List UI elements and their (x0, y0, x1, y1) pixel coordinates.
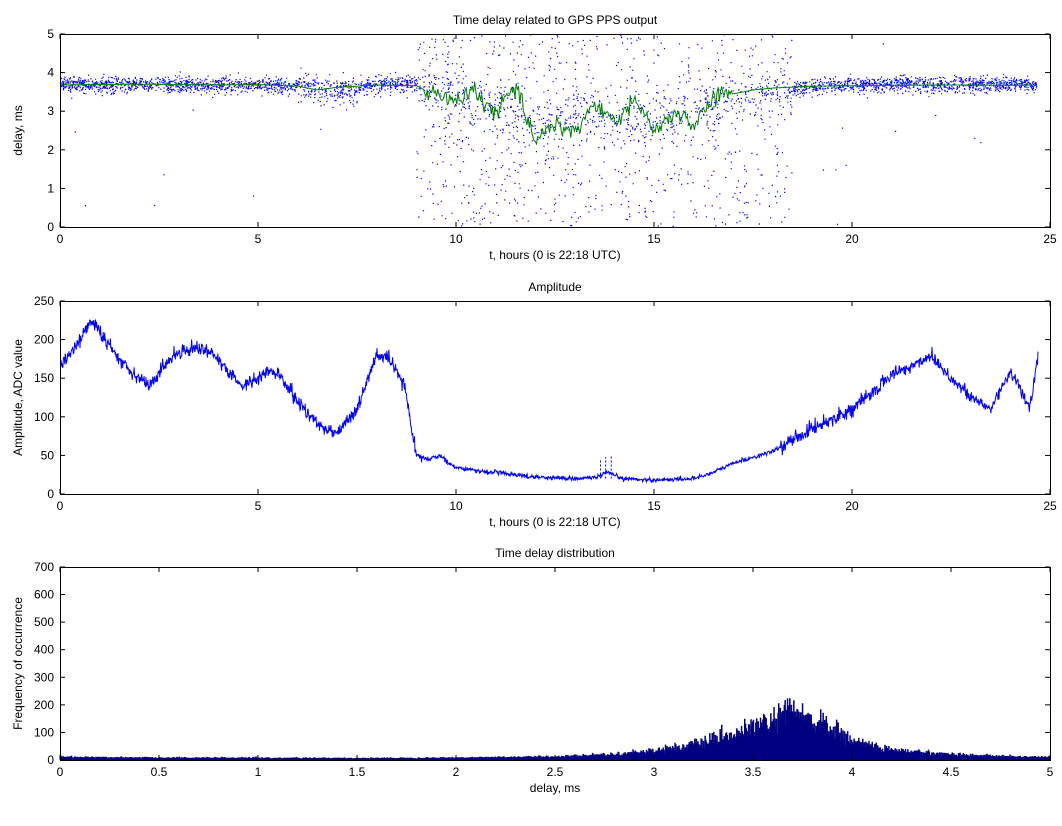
y-tick-label: 50 (41, 448, 55, 462)
y-tick-label: 400 (34, 643, 54, 657)
series-line-smoothed-delay (60, 81, 1033, 146)
y-tick-label: 200 (34, 333, 54, 347)
x-tick-label: 5 (255, 232, 262, 246)
y-tick-label: 1 (47, 181, 54, 195)
x-tick-label: 5 (255, 499, 262, 513)
x-tick-label: 20 (845, 232, 859, 246)
x-tick-label: 25 (1043, 232, 1057, 246)
chart-title: Amplitude (528, 280, 582, 294)
y-tick-label: 600 (34, 588, 54, 602)
chart-0: Time delay related to GPS PPS output t, h… (11, 13, 1057, 262)
x-axis-label: t, hours (0 is 22:18 UTC) (489, 248, 620, 262)
x-tick-label: 5 (1047, 765, 1054, 779)
x-tick-label: 4 (849, 765, 856, 779)
y-tick-label: 500 (34, 615, 54, 629)
x-tick-label: 15 (647, 232, 661, 246)
y-tick-label: 0 (47, 753, 54, 767)
x-tick-label: 10 (449, 232, 463, 246)
y-tick-label: 700 (34, 560, 54, 574)
y-tick-label: 0 (47, 487, 54, 501)
x-tick-label: 1 (255, 765, 262, 779)
axes-frame (60, 567, 1051, 761)
x-tick-label: 0 (57, 765, 64, 779)
y-tick-label: 3 (47, 104, 54, 118)
histogram-bars (60, 698, 1050, 760)
x-tick-label: 15 (647, 499, 661, 513)
y-tick-label: 2 (47, 143, 54, 157)
x-tick-label: 3.5 (745, 765, 762, 779)
y-tick-label: 5 (47, 27, 54, 41)
x-tick-label: 2 (453, 765, 460, 779)
chart-title: Time delay related to GPS PPS output (453, 13, 658, 27)
x-tick-label: 10 (449, 499, 463, 513)
axes-frame (60, 301, 1051, 495)
x-tick-label: 4.5 (943, 765, 960, 779)
x-tick-label: 20 (845, 499, 859, 513)
y-tick-label: 0 (47, 220, 54, 234)
chart-title: Time delay distribution (495, 546, 615, 560)
x-tick-label: 2.5 (547, 765, 564, 779)
y-tick-label: 250 (34, 294, 54, 308)
x-tick-label: 0 (57, 499, 64, 513)
x-tick-label: 3 (651, 765, 658, 779)
y-tick-label: 150 (34, 371, 54, 385)
x-axis-label: delay, ms (530, 781, 580, 795)
series-line-amplitude (60, 319, 1039, 484)
x-axis-label: t, hours (0 is 22:18 UTC) (489, 515, 620, 529)
chart-2: Time delay distribution delay, ms Frequenc… (11, 546, 1054, 795)
y-tick-label: 100 (34, 725, 54, 739)
x-tick-label: 1.5 (349, 765, 366, 779)
chart-1: Amplitude t, hours (0 is 22:18 UTC) Amplit… (11, 280, 1057, 529)
axes-frame (60, 34, 1051, 228)
scatter-points-delay (60, 34, 1038, 227)
plot-area (60, 319, 1039, 484)
y-tick-label: 100 (34, 410, 54, 424)
plot-area (60, 34, 1038, 227)
y-tick-label: 4 (47, 66, 54, 80)
y-tick-label: 300 (34, 670, 54, 684)
y-tick-label: 200 (34, 698, 54, 712)
x-tick-label: 0 (57, 232, 64, 246)
y-axis-label: Amplitude, ADC value (11, 339, 25, 456)
plot-area (60, 698, 1050, 760)
y-axis-label: delay, ms (11, 105, 25, 155)
y-axis-label: Frequency of occurrence (11, 597, 25, 730)
x-tick-label: 25 (1043, 499, 1057, 513)
x-tick-label: 0.5 (151, 765, 168, 779)
